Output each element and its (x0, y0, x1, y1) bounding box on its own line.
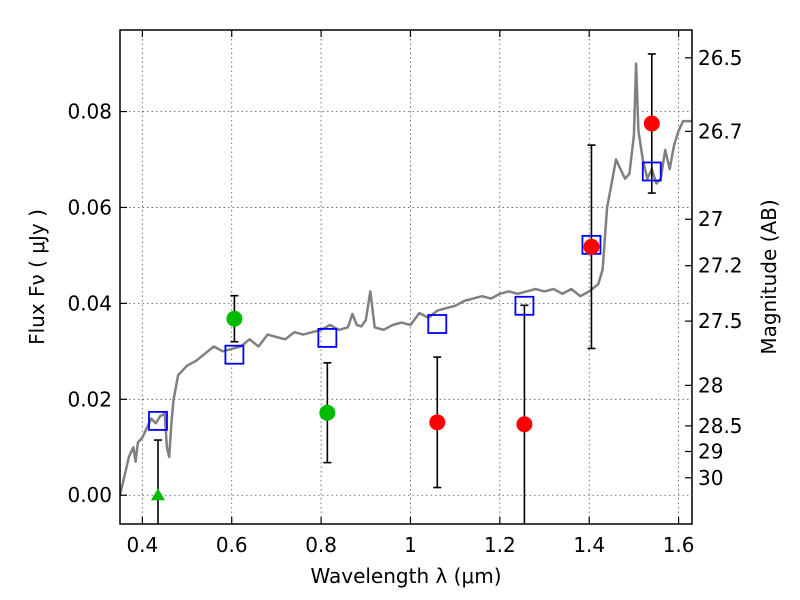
right-tick-label: 29 (698, 439, 723, 463)
y-tick-label: 0.08 (67, 100, 112, 124)
model-square (148, 410, 168, 431)
x-tick-label: 1.6 (663, 533, 695, 557)
observed-point (226, 310, 243, 327)
observed-point (516, 416, 533, 433)
upper-limit-marker (150, 488, 165, 501)
plot-frame (119, 29, 693, 525)
x-tick-label: 0.4 (126, 533, 158, 557)
model-square (514, 295, 535, 316)
y-tick-label: 0.02 (67, 387, 112, 411)
sed-curve-layer (120, 62, 692, 496)
model-square (317, 328, 338, 348)
right-tick-label: 26.5 (698, 46, 743, 70)
y-tick-label: 0.06 (67, 195, 112, 219)
x-axis-ticks: 0.4 0.6 0.8 1 1.2 1.4 1.6 (126, 30, 695, 557)
model-square (427, 314, 448, 334)
x-tick-label: 1.2 (484, 533, 516, 557)
right-axis-ticks: 26.5 26.7 27 27.2 27.5 28 28.529 30 (685, 46, 743, 490)
model-square (224, 344, 245, 365)
right-tick-label: 26.7 (698, 119, 743, 143)
x-tick-label: 1 (404, 533, 417, 557)
x-axis-label: Wavelength λ (μm) (310, 564, 501, 588)
right-tick-label: 28 (698, 373, 723, 397)
model-points (148, 161, 662, 431)
observed-point (319, 404, 336, 421)
x-tick-label: 0.6 (216, 533, 248, 557)
right-tick-label: 28.5 (698, 414, 743, 438)
right-tick-label: 30 (698, 466, 723, 490)
sed-curve (120, 62, 692, 496)
observed-points (150, 115, 660, 501)
x-tick-label: 1.4 (573, 533, 605, 557)
x-tick-label: 0.8 (305, 533, 337, 557)
right-tick-label: 27.5 (698, 309, 743, 333)
y-tick-label: 0.00 (67, 483, 112, 507)
y-axis-label: Flux Fν ( μJy ) (25, 209, 49, 345)
right-tick-label: 27 (698, 207, 723, 231)
right-axis-label: Magnitude (AB) (757, 199, 781, 354)
observed-point (583, 238, 600, 255)
grid-lines (120, 30, 692, 524)
observed-point (429, 414, 446, 431)
right-tick-label: 27.2 (698, 254, 743, 278)
y-axis-ticks: 0.00 0.02 0.04 0.06 0.08 (67, 100, 127, 507)
model-square (641, 161, 662, 182)
error-bars (153, 53, 656, 524)
y-tick-label: 0.04 (67, 291, 112, 315)
observed-point (643, 115, 660, 132)
